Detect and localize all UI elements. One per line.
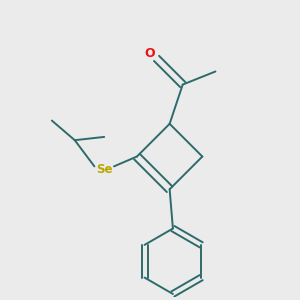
- Text: Se: Se: [96, 163, 112, 176]
- Text: O: O: [145, 47, 155, 60]
